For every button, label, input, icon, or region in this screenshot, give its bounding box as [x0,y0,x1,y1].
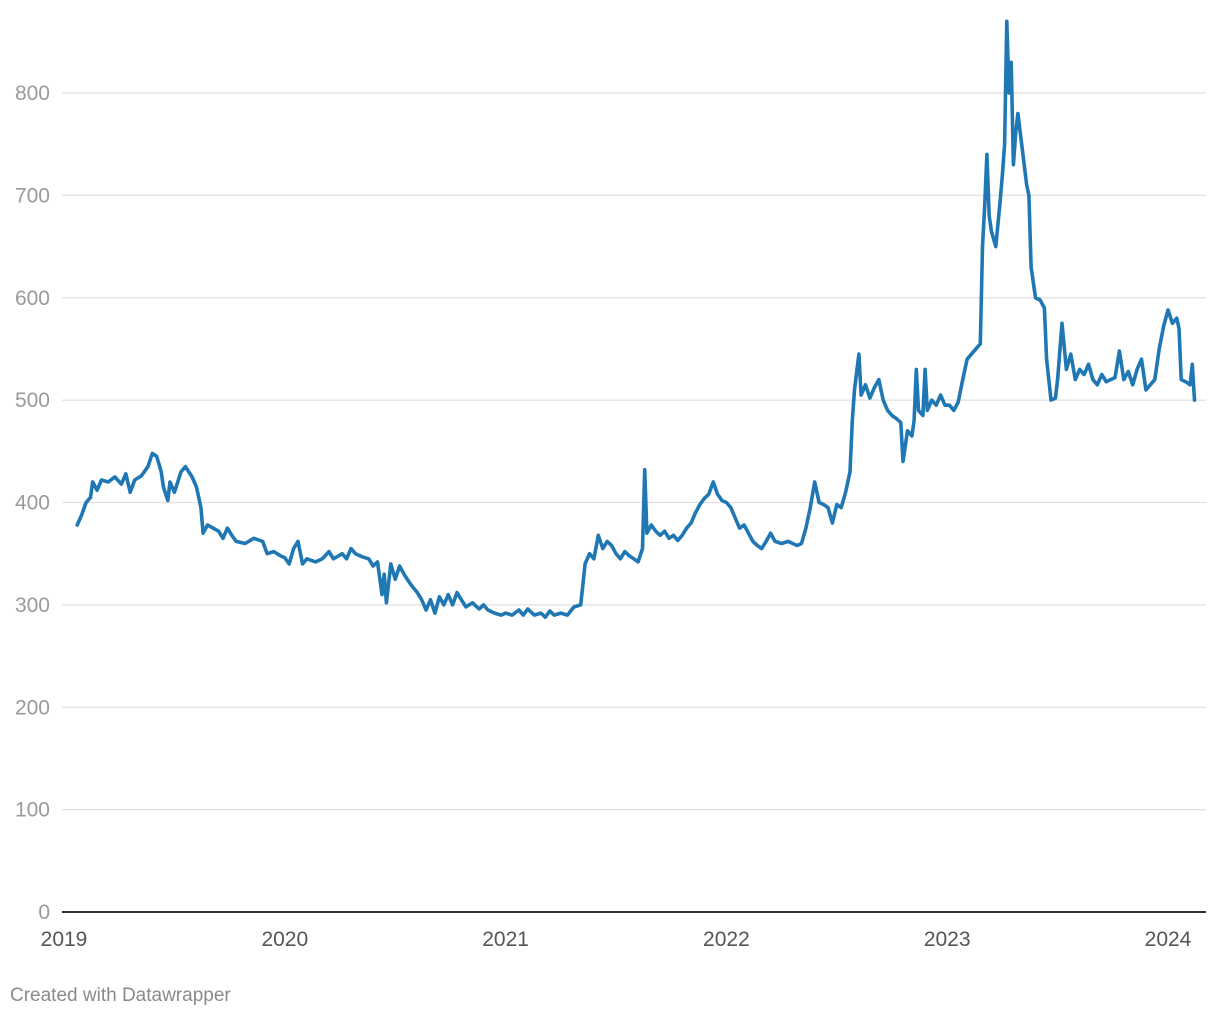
series-line-0 [75,19,1197,619]
x-tick-label: 2023 [924,928,971,951]
x-tick-label: 2019 [41,928,88,951]
grid-lines [62,92,1206,811]
x-tick-label: 2022 [703,928,750,951]
x-tick-label: 2020 [261,928,308,951]
x-axis-labels: 2019 2020 2021 2022 2023 2024 [41,928,1192,951]
y-tick-label: 300 [15,594,50,617]
y-tick-label: 500 [15,389,50,412]
y-tick-label: 100 [15,799,50,822]
y-tick-label: 200 [15,696,50,719]
y-tick-label: 0 [38,901,50,924]
y-tick-label: 400 [15,492,50,515]
x-tick-label: 2024 [1145,928,1192,951]
credit-text: Created with Datawrapper [10,985,231,1006]
y-tick-label: 800 [15,82,50,105]
y-axis-labels: 0 100 200 300 400 500 600 700 800 [15,82,50,924]
x-tick-label: 2021 [482,928,529,951]
series-layer [75,19,1197,619]
y-tick-label: 700 [15,184,50,207]
y-tick-label: 600 [15,287,50,310]
